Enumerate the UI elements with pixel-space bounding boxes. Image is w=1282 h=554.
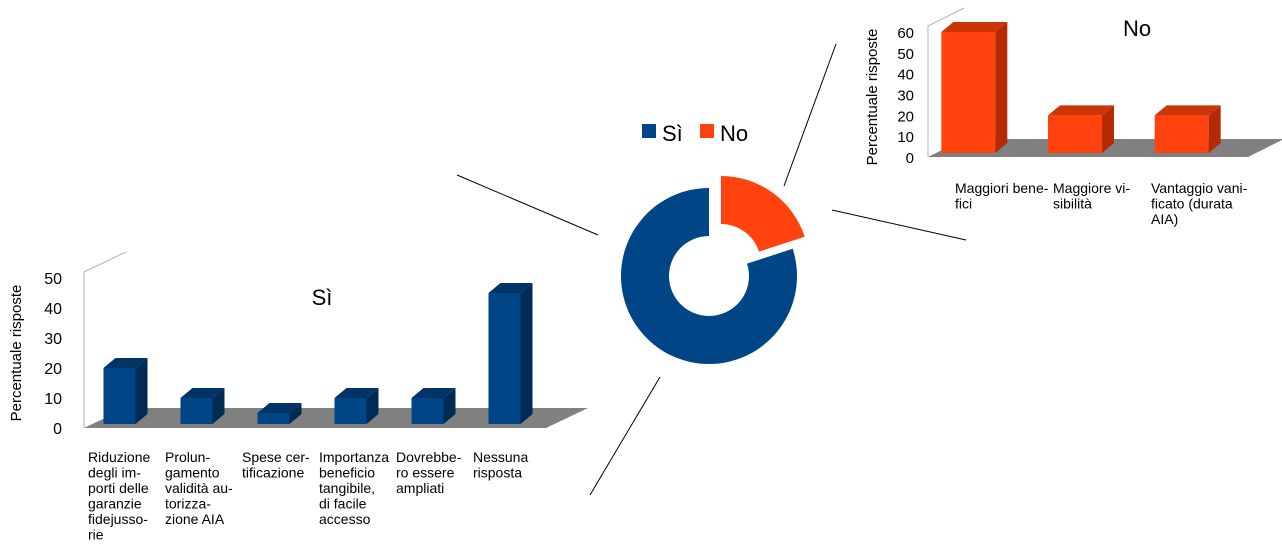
legend-swatch-si: [642, 124, 656, 138]
chart-title-no: No: [1123, 16, 1151, 41]
legend-swatch-no: [700, 124, 714, 138]
leader-line-no-upper: [783, 43, 837, 187]
y-tick-no-20: 20: [897, 108, 914, 125]
bar-no-2: [1048, 105, 1114, 153]
back-wall-si: [83, 251, 127, 428]
donut-slice-si: [621, 188, 798, 365]
y-tick-no-40: 40: [897, 67, 914, 84]
bar-chart-si: Sì Percentuale risposte 0 10 20 30 40 50 Riduz…: [8, 251, 588, 543]
y-tick-no-10: 10: [897, 129, 914, 146]
x-tick-label-si-1: Riduzione degli im-porti delle garanzie fid…: [88, 449, 150, 543]
donut-chart: [621, 176, 805, 365]
bar-no-1: [941, 22, 1008, 153]
x-tick-label-si-5: Dovrebbe-ro essere ampliati: [396, 449, 462, 496]
y-tick-si-40: 40: [44, 301, 62, 318]
y-tick-no-60: 60: [897, 25, 914, 42]
x-tick-label-si-6: Nessuna risposta: [473, 449, 528, 481]
bar-si-2: [180, 388, 225, 424]
x-tick-label-si-3: Spese cer-tificazione: [242, 449, 310, 481]
y-tick-no-0: 0: [906, 150, 914, 167]
leader-lines: [456, 43, 967, 496]
bar-si-1: [103, 358, 148, 424]
donut-legend: Sì No: [642, 121, 748, 146]
bar-si-5: [411, 388, 456, 424]
y-tick-no-50: 50: [897, 46, 914, 63]
bar-chart-no: No Percentuale risposte 0 10 20 30 40 50 60 Mag…: [864, 7, 1282, 227]
bar-si-3: [257, 403, 302, 424]
x-tick-label-no-3: Vantaggio vani-ficato (durata AIA): [1151, 180, 1248, 227]
leader-line-si-upper: [456, 174, 599, 236]
bar-no-3: [1154, 105, 1221, 153]
back-wall-no: [927, 7, 965, 157]
x-tick-label-si-4: Importanza beneficio tangibile, di facile ac…: [319, 449, 389, 527]
legend-label-no: No: [720, 121, 748, 146]
legend-label-si: Sì: [662, 121, 683, 146]
bar-si-4: [334, 388, 379, 424]
y-tick-si-50: 50: [44, 271, 62, 288]
x-tick-label-no-2: Maggiore vi-sibilità: [1053, 180, 1130, 212]
leader-line-si-lower: [589, 376, 661, 496]
x-tick-label-si-2: Prolun-gamento validità au-torizza-zione …: [165, 449, 233, 527]
y-axis-label-no: Percentuale risposte: [864, 29, 881, 166]
bar-si-6: [488, 283, 533, 424]
y-tick-si-0: 0: [53, 421, 62, 438]
donut-slice-no: [721, 176, 805, 252]
y-tick-si-30: 30: [44, 331, 62, 348]
y-tick-no-30: 30: [897, 88, 914, 105]
chart-title-si: Sì: [312, 285, 333, 310]
y-axis-label-si: Percentuale risposte: [8, 285, 25, 422]
y-tick-si-20: 20: [44, 361, 62, 378]
y-tick-si-10: 10: [44, 391, 62, 408]
x-tick-label-no-1: Maggiori bene-fici: [955, 180, 1049, 212]
leader-line-no-lower: [831, 209, 967, 241]
